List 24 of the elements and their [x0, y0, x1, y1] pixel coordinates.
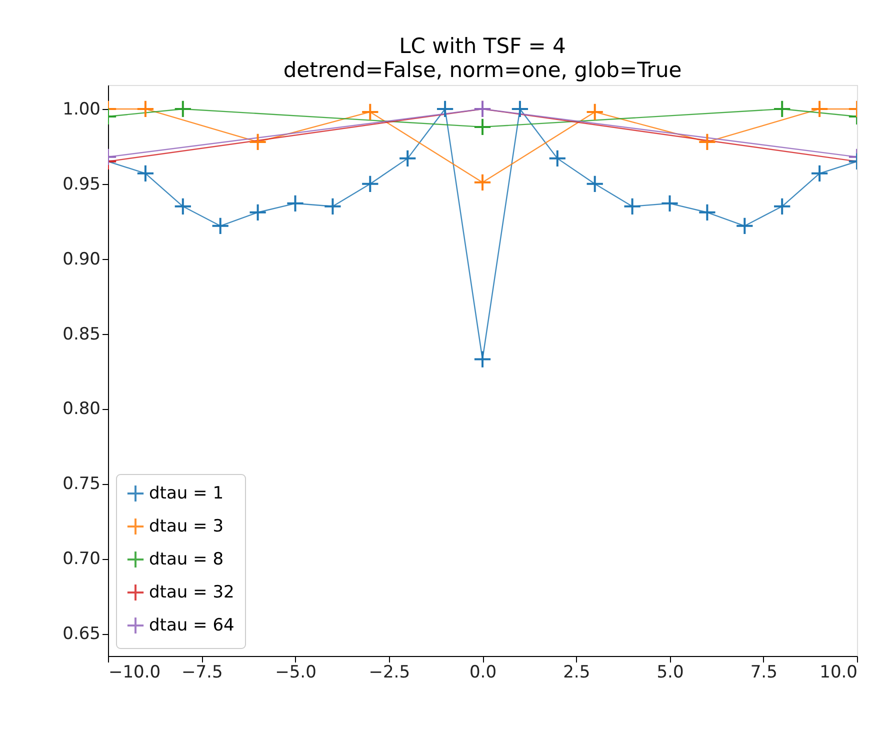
- x-tick-label: 7.5: [750, 662, 778, 682]
- x-tick-label: 10.0: [820, 662, 858, 682]
- y-tick-label: 0.65: [62, 624, 100, 644]
- x-tick-label: 2.5: [563, 662, 590, 682]
- y-tick-label: 0.95: [62, 174, 100, 194]
- x-tick-label: −2.5: [368, 662, 410, 682]
- x-tick-label: 0.0: [469, 662, 497, 682]
- y-tick-label: 0.90: [62, 249, 100, 270]
- x-tick-label: 5.0: [656, 662, 684, 682]
- x-tick-label: −5.0: [275, 662, 316, 682]
- legend-label: dtau = 1: [149, 484, 224, 504]
- legend-label: dtau = 3: [149, 516, 224, 536]
- y-tick-label: 0.70: [62, 549, 100, 570]
- y-tick-label: 0.80: [62, 399, 100, 420]
- x-tick-label: −10.0: [108, 662, 161, 682]
- y-tick-label: 1.00: [62, 99, 100, 120]
- chart-subtitle: detrend=False, norm=one, glob=True: [283, 58, 682, 82]
- y-tick-label: 0.85: [62, 324, 100, 344]
- chart-title: LC with TSF = 4: [399, 34, 566, 58]
- legend-label: dtau = 8: [149, 550, 224, 570]
- y-tick-label: 0.75: [62, 474, 100, 494]
- legend-label: dtau = 64: [149, 616, 234, 636]
- x-tick-label: −7.5: [181, 662, 223, 682]
- legend-label: dtau = 32: [149, 582, 234, 602]
